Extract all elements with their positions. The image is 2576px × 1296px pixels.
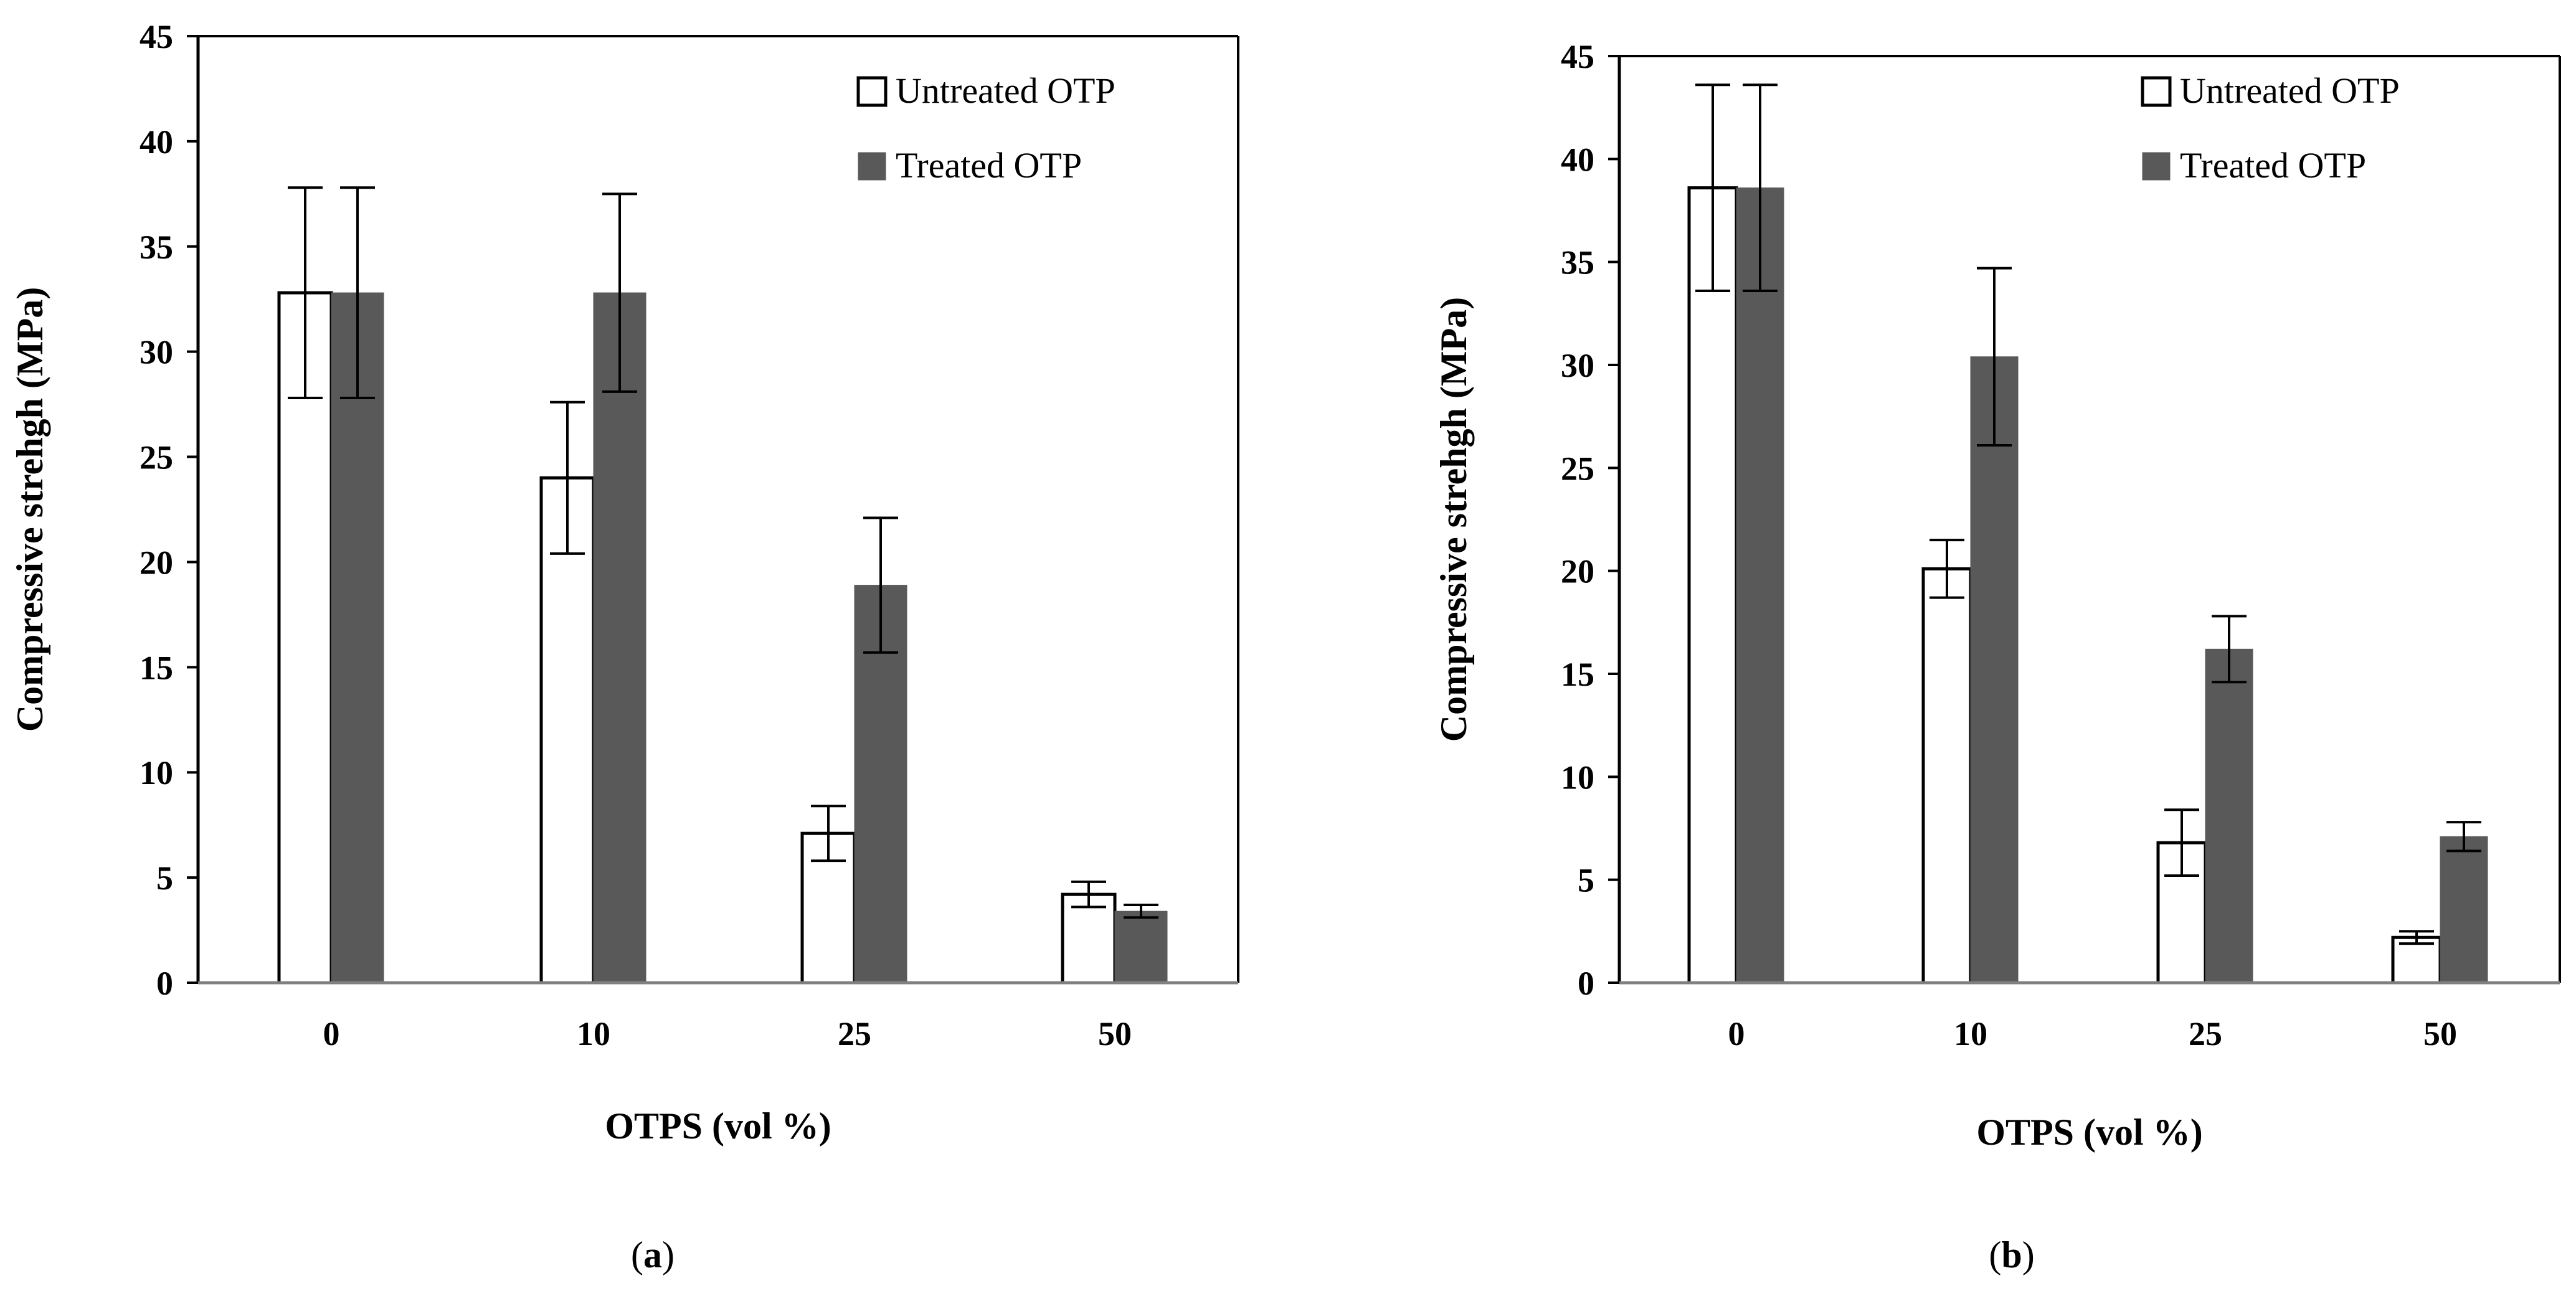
y-axis-title: Compressive strehgh (MPa) bbox=[9, 287, 50, 732]
chart-b: 0 5 10 15 20 25 30 35 40 45 0 10 25 50 OTPS (vol %) Com… bbox=[1433, 38, 2561, 1275]
legend-swatch-treated bbox=[2142, 152, 2171, 181]
y-tick-label: 10 bbox=[1561, 759, 1594, 796]
y-tick-label: 20 bbox=[140, 544, 173, 581]
bar-treated-0 bbox=[331, 292, 384, 983]
y-tick-label: 0 bbox=[1578, 965, 1594, 1002]
x-tick-label: 0 bbox=[1728, 1015, 1745, 1052]
x-tick-label: 0 bbox=[323, 1015, 340, 1052]
y-tick-label: 30 bbox=[1561, 347, 1594, 384]
y-tick-label: 5 bbox=[156, 859, 173, 897]
y-tick-label: 20 bbox=[1561, 553, 1594, 590]
legend-swatch-untreated bbox=[856, 76, 888, 107]
y-tick-label: 15 bbox=[140, 649, 173, 686]
legend-label: Treated OTP bbox=[2180, 145, 2366, 186]
y-tick-label: 30 bbox=[140, 334, 173, 371]
legend-label: Untreated OTP bbox=[896, 70, 1115, 111]
legend-swatch-untreated bbox=[2141, 76, 2172, 107]
bar-treated-50 bbox=[1114, 911, 1168, 983]
chart-a: 0 5 10 15 20 25 30 35 40 45 0 10 25 50 OTPS (vol %) Com… bbox=[9, 18, 1239, 1275]
x-tick-label: 25 bbox=[2189, 1015, 2222, 1052]
x-tick-label: 25 bbox=[838, 1015, 871, 1052]
y-tick-label: 35 bbox=[140, 229, 173, 266]
y-tick-label: 10 bbox=[140, 754, 173, 792]
bar-untreated-10 bbox=[1921, 567, 1972, 985]
subfigure-caption: (b) bbox=[1989, 1234, 2034, 1275]
x-tick-label: 50 bbox=[2423, 1015, 2457, 1052]
y-tick-label: 5 bbox=[1578, 862, 1594, 899]
bar-treated-50 bbox=[2440, 836, 2488, 983]
x-axis-title: OTPS (vol %) bbox=[605, 1105, 831, 1147]
y-tick-label: 15 bbox=[1561, 656, 1594, 693]
bar-treated-10 bbox=[593, 292, 646, 983]
legend-label: Untreated OTP bbox=[2180, 70, 2400, 111]
bar-treated-25 bbox=[2205, 648, 2253, 983]
bar-treated-0 bbox=[1736, 187, 1784, 983]
y-tick-label: 25 bbox=[1561, 450, 1594, 487]
y-tick-label: 0 bbox=[156, 965, 173, 1002]
x-axis-title: OTPS (vol %) bbox=[1976, 1112, 2202, 1153]
bar-untreated-0 bbox=[1687, 186, 1738, 985]
bar-untreated-10 bbox=[539, 476, 595, 985]
y-tick-label: 25 bbox=[140, 439, 173, 476]
y-tick-label: 45 bbox=[140, 18, 173, 55]
y-axis-title: Compressive strehgh (MPa) bbox=[1433, 297, 1474, 742]
y-tick-label: 45 bbox=[1561, 38, 1594, 75]
bar-treated-10 bbox=[1970, 356, 2019, 983]
subfigure-caption: (a) bbox=[631, 1234, 675, 1275]
x-tick-label: 10 bbox=[577, 1015, 610, 1052]
bar-untreated-50 bbox=[2391, 935, 2442, 985]
x-tick-label: 50 bbox=[1098, 1015, 1132, 1052]
legend-swatch-treated bbox=[858, 152, 886, 181]
legend-label: Treated OTP bbox=[896, 145, 1082, 186]
y-tick-label: 35 bbox=[1561, 244, 1594, 281]
x-tick-label: 10 bbox=[1954, 1015, 1987, 1052]
y-tick-label: 40 bbox=[140, 123, 173, 161]
y-tick-label: 40 bbox=[1561, 141, 1594, 178]
